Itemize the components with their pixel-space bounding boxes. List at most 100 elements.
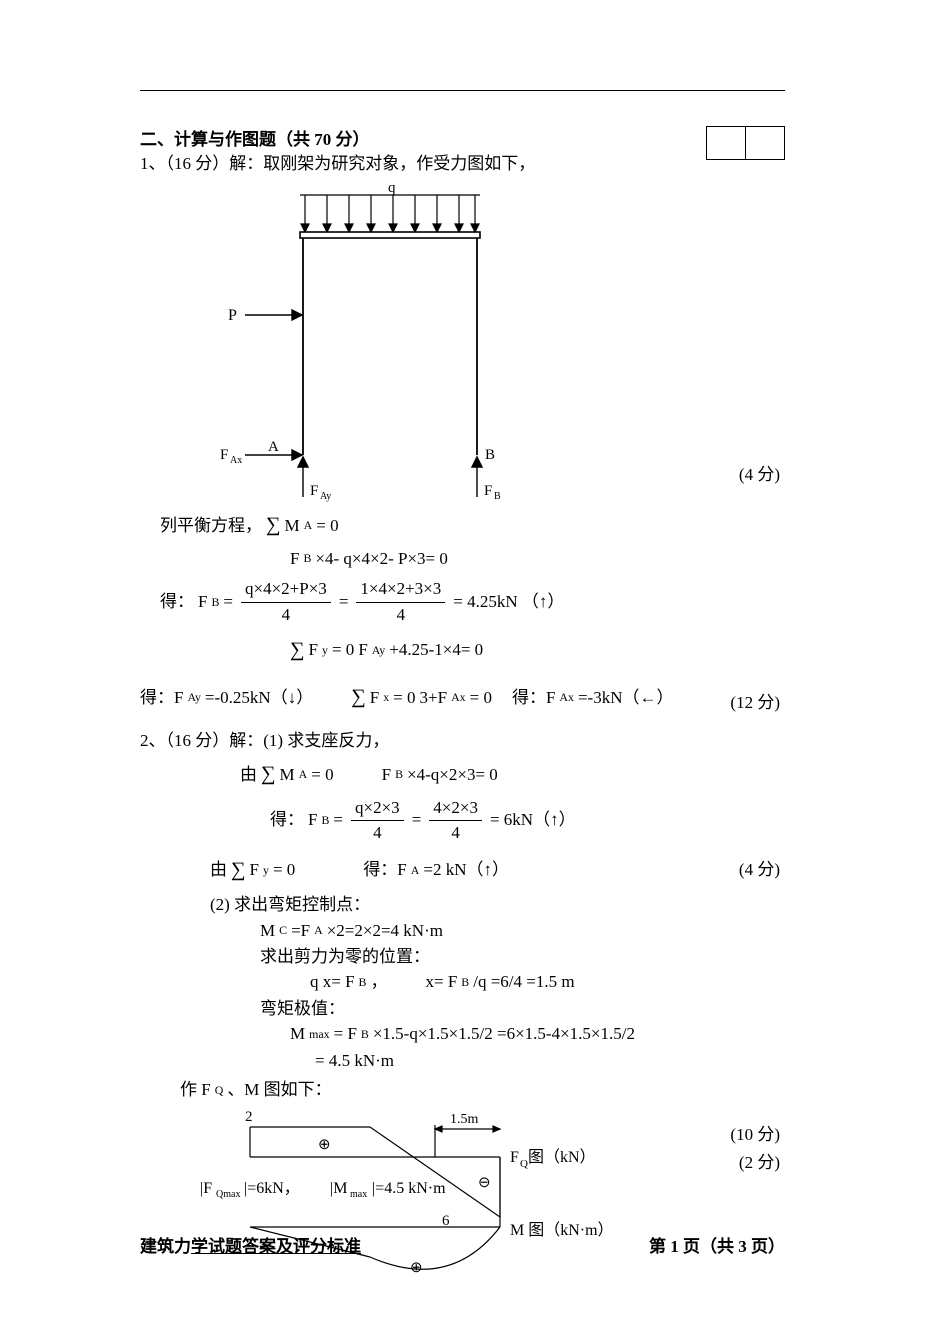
mmax-label: 弯矩极值： xyxy=(260,995,825,1022)
q2-ma-sub: A xyxy=(299,766,308,783)
q2-eqline: F xyxy=(382,763,391,788)
fqmax-sub: Qmax xyxy=(216,1189,240,1200)
q2-by: 由 xyxy=(240,763,257,788)
label-FAy-sub: Ay xyxy=(320,491,331,502)
label-FAx: F xyxy=(220,447,228,463)
sigma-icon: ∑ xyxy=(231,856,246,886)
eq1-l2rest: ×4- q×4×2- P×3= 0 xyxy=(315,547,447,572)
draw-intro: 作 F xyxy=(180,1078,211,1103)
sigma-icon: ∑ xyxy=(290,636,305,666)
top-rule xyxy=(140,90,785,91)
eq1-sumfx-eq: = 0 xyxy=(393,686,415,711)
eq-block-2: 由 ∑ MA = 0 FB ×4-q×2×3= 0 得： FB = q×2×3 … xyxy=(140,760,825,885)
mmax-sub2: max xyxy=(350,1189,367,1200)
fq-top-val: 2 xyxy=(245,1109,253,1125)
sigma-icon: ∑ xyxy=(351,683,366,713)
label-FAy: F xyxy=(310,483,318,499)
mmax-sub: max xyxy=(309,1026,329,1043)
frac-4: 4×2×3 4 xyxy=(429,796,482,846)
q2-get: 得： xyxy=(270,808,304,833)
fq-sub: Q xyxy=(215,1082,224,1099)
six-label: 6 xyxy=(442,1213,450,1229)
eq1-fbsub: B xyxy=(211,594,219,611)
eq1-ma: M xyxy=(285,514,300,539)
fq-label: F xyxy=(510,1149,519,1166)
eq1-fay-sub: Ay xyxy=(372,642,385,659)
eq1-fyrest: F xyxy=(358,638,367,663)
eq1-lead: 列平衡方程， xyxy=(160,514,262,539)
qx-sub: B xyxy=(359,974,367,991)
score-12pt: (12 分) xyxy=(730,688,780,713)
eq1-fxmid: 3+F xyxy=(420,686,448,711)
eq1-sumfy-eq: = 0 xyxy=(332,638,354,663)
eq-block-1: 列平衡方程， ∑ MA = 0 FB ×4- q×4×2- P×3= 0 得： … xyxy=(140,511,825,713)
eq1-l2sub: B xyxy=(303,550,311,567)
q2-fbval: = 6kN（↑） xyxy=(490,808,576,833)
label-FB: F xyxy=(484,483,492,499)
mc-sub: C xyxy=(279,922,287,939)
q2-ma-r: = 0 xyxy=(311,763,333,788)
frac-3: q×2×3 4 xyxy=(351,796,404,846)
q2-fbsub: B xyxy=(321,812,329,829)
fqmax-rest: |=6kN， xyxy=(244,1180,300,1197)
mmax-val: = 4.5 kN·m xyxy=(315,1047,825,1074)
eq1-fbval: = 4.25kN （↑） xyxy=(453,590,564,615)
score-4pt-2: (4 分) xyxy=(739,855,780,880)
eq1-ma-sub: A xyxy=(304,517,313,534)
label-FB-sub: B xyxy=(494,491,501,502)
q2-by2: 由 xyxy=(210,858,227,883)
mmax-mid: = F xyxy=(334,1022,357,1047)
eq1-fxmid2: = 0 xyxy=(470,686,492,711)
q2-sumfy-eq: = 0 xyxy=(273,858,295,883)
score-4pt-1: (4 分) xyxy=(739,460,780,485)
label-A: A xyxy=(268,439,279,455)
draw-intro2: 、M 图如下： xyxy=(227,1078,331,1103)
eq1-l2a: F xyxy=(290,547,299,572)
shear-zero: 求出剪力为零的位置： xyxy=(260,943,825,970)
mc-a: M xyxy=(260,919,275,944)
score-2pt: (2 分) xyxy=(739,1148,780,1173)
plus-icon-2: ⊕ xyxy=(410,1260,423,1276)
score-box-pair xyxy=(706,126,785,160)
minus-icon: ⊖ xyxy=(478,1175,491,1191)
eq1-resfax-r: =-3kN（←） xyxy=(578,686,674,711)
label-B: B xyxy=(485,447,495,463)
q2-fa-sub: A xyxy=(411,862,420,879)
q2-ma: M xyxy=(280,763,295,788)
eq1-ma-r: = 0 xyxy=(316,514,338,539)
q2-fa-res: 得：F xyxy=(363,858,406,883)
eq1-fax-sub: Ax xyxy=(451,689,466,706)
label-P: P xyxy=(228,307,237,324)
mc-tail: ×2=2×2=4 kN·m xyxy=(327,919,443,944)
q2-sumfy-sub: y xyxy=(263,862,269,879)
figure-1: q P F Ax A xyxy=(190,185,850,505)
page: 二、计算与作图题（共 70 分） 1、（16 分）解：取刚架为研究对象，作受力图… xyxy=(0,0,945,1337)
q2-intro: 2、（16 分）解：(1) 求支座反力， xyxy=(140,727,825,754)
q2-eqrest: ×4-q×2×3= 0 xyxy=(407,763,498,788)
frac-2: 1×4×2+3×3 4 xyxy=(356,577,445,627)
plus-icon: ⊕ xyxy=(318,1137,331,1153)
eq1-resfax-l: 得：F xyxy=(512,686,555,711)
mmax-text: |M xyxy=(330,1180,347,1197)
eq1-resfay-sub: Ay xyxy=(187,689,200,706)
sigma-icon: ∑ xyxy=(261,760,276,790)
qx-a: q x= F xyxy=(310,970,355,995)
footer-right: 第 1 页（共 3 页） xyxy=(649,1232,785,1257)
eq1-fytail: +4.25-1×4= 0 xyxy=(389,638,483,663)
footer-left-ul: 学试题答案及评分标准 xyxy=(191,1237,361,1256)
q2-part2: (2) 求出弯矩控制点： xyxy=(210,891,825,918)
qx-sub2: B xyxy=(461,974,469,991)
score-box-left xyxy=(706,126,746,160)
page-footer: 建筑力学试题答案及评分标准 第 1 页（共 3 页） xyxy=(140,1232,785,1257)
eq1-sumfx-sub: x xyxy=(383,689,389,706)
fq-label-rest: 图（kN） xyxy=(528,1148,596,1166)
qx-b: x= F xyxy=(425,970,457,995)
frac-1: q×4×2+P×3 4 xyxy=(241,577,331,627)
mc-fa-sub: A xyxy=(314,922,323,939)
footer-left-plain: 建筑力 xyxy=(140,1237,191,1256)
q2-sumfy: F xyxy=(250,858,259,883)
eq1-sumfy-sub: y xyxy=(322,642,328,659)
sigma-icon: ∑ xyxy=(266,511,281,541)
eq1-resfax-sub: Ax xyxy=(559,689,574,706)
eq1-resfay-r: =-0.25kN（↓） xyxy=(205,686,313,711)
